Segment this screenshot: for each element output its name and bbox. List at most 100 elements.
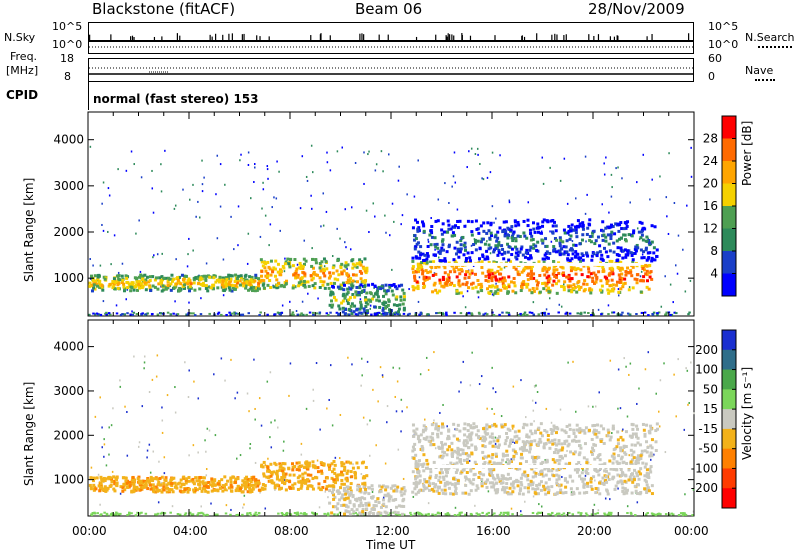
scatter-echo: [369, 304, 372, 307]
echo-cell: [602, 427, 606, 431]
scatter-echo: [369, 454, 371, 457]
ground-echo: [436, 511, 440, 514]
echo-cell: [500, 425, 504, 429]
echo-cell: [113, 482, 117, 486]
ground-echo: [129, 313, 132, 316]
echo-cell: [362, 485, 366, 489]
echo-cell: [351, 279, 355, 283]
echo-cell: [280, 486, 284, 490]
scatter-echo: [400, 223, 402, 226]
echo-cell: [361, 504, 365, 508]
echo-cell: [551, 458, 555, 462]
echo-cell: [653, 225, 657, 229]
ground-echo: [141, 312, 144, 315]
echo-cell: [258, 287, 262, 291]
echo-cell: [429, 470, 433, 474]
echo-cell: [183, 286, 187, 290]
echo-cell: [569, 450, 573, 454]
echo-cell: [139, 273, 143, 277]
ground-echo: [653, 513, 656, 516]
echo-cell: [622, 491, 626, 495]
echo-cell: [553, 237, 557, 241]
echo-cell: [371, 282, 375, 286]
echo-cell: [187, 277, 191, 281]
scatter-echo: [137, 445, 140, 448]
echo-cell: [397, 310, 401, 314]
echo-cell: [539, 422, 543, 426]
echo-cell: [265, 475, 269, 479]
scatter-echo: [341, 146, 343, 149]
echo-cell: [93, 287, 97, 291]
echo-cell: [571, 479, 575, 483]
echo-cell: [321, 283, 325, 287]
ground-echo: [365, 313, 369, 316]
echo-cell: [587, 270, 591, 274]
echo-cell: [627, 271, 631, 275]
scatter-echo: [239, 454, 242, 457]
scatter-echo: [188, 237, 190, 240]
echo-cell: [489, 290, 493, 294]
scatter-echo: [171, 505, 174, 508]
echo-cell: [624, 253, 628, 257]
echo-cell: [523, 470, 527, 474]
echo-cell: [640, 264, 644, 268]
echo-cell: [197, 281, 201, 285]
echo-cell: [618, 223, 622, 227]
echo-cell: [246, 478, 250, 482]
echo-cell: [357, 293, 361, 297]
echo-cell: [222, 289, 226, 293]
echo-cell: [650, 454, 654, 458]
scatter-echo: [362, 416, 365, 419]
echo-cell: [432, 253, 436, 257]
echo-cell: [116, 280, 120, 284]
echo-cell: [627, 478, 631, 482]
echo-cell: [416, 227, 420, 231]
echo-cell: [464, 259, 468, 263]
echo-cell: [453, 246, 457, 250]
scatter-echo: [397, 448, 400, 451]
ground-echo: [556, 512, 559, 515]
echo-cell: [374, 504, 378, 508]
ground-echo: [396, 513, 399, 516]
ground-echo: [186, 313, 189, 316]
scatter-echo: [261, 207, 263, 210]
echo-cell: [536, 492, 540, 496]
echo-cell: [584, 251, 588, 255]
echo-cell: [610, 287, 614, 291]
echo-cell: [623, 473, 627, 477]
echo-cell: [375, 298, 379, 302]
echo-cell: [491, 453, 495, 457]
echo-cell: [188, 279, 192, 283]
echo-cell: [567, 273, 571, 277]
echo-cell: [256, 482, 260, 486]
echo-cell: [563, 429, 567, 433]
echo-cell: [639, 290, 643, 294]
echo-cell: [279, 269, 283, 273]
echo-cell: [642, 268, 646, 272]
scatter-echo: [269, 371, 272, 374]
echo-cell: [319, 488, 323, 492]
echo-cell: [421, 464, 425, 468]
echo-cell: [594, 432, 598, 436]
echo-cell: [647, 476, 651, 480]
echo-cell: [518, 467, 522, 471]
echo-cell: [434, 265, 438, 269]
echo-cell: [468, 479, 472, 483]
echo-cell: [467, 286, 471, 290]
echo-cell: [496, 269, 500, 273]
echo-cell: [459, 239, 463, 243]
echo-cell: [353, 295, 357, 299]
echo-cell: [336, 473, 340, 477]
echo-cell: [543, 467, 547, 471]
scatter-echo: [151, 378, 154, 381]
echo-cell: [512, 276, 516, 280]
echo-cell: [272, 266, 276, 270]
echo-cell: [340, 283, 344, 287]
echo-cell: [491, 485, 495, 489]
scatter-echo: [206, 427, 209, 430]
echo-cell: [342, 269, 346, 273]
echo-cell: [609, 435, 613, 439]
echo-cell: [424, 437, 428, 441]
echo-cell: [524, 442, 528, 446]
echo-cell: [623, 451, 627, 455]
